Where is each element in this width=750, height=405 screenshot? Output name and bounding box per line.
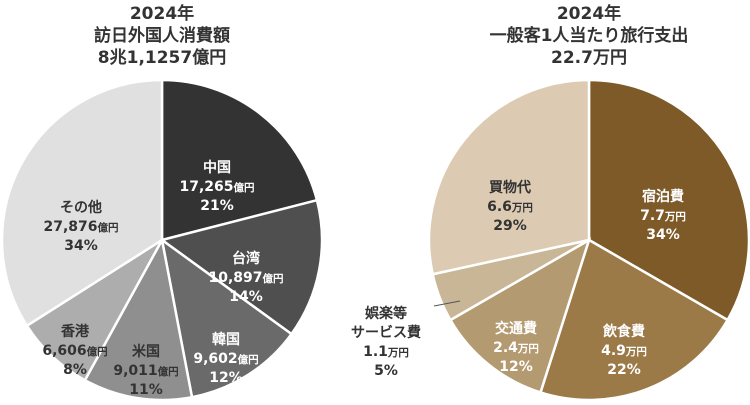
consumption-slice-5-name: その他 — [60, 199, 102, 216]
spending-slice-4-percent: 29% — [493, 218, 527, 234]
consumption-slice-3 — [83, 236, 194, 402]
spending-slice-1-percent: 22% — [607, 362, 641, 378]
consumption-title-line-2: 訪日外国人消費額 — [94, 25, 230, 46]
spending-slices — [427, 78, 750, 402]
consumption-slice-3-name: 米国 — [132, 343, 160, 360]
consumption-slice-5-percent: 34% — [64, 238, 98, 254]
spending-slice-1-amount: 4.9万円 — [601, 343, 647, 359]
consumption-slice-4-percent: 8% — [63, 362, 87, 378]
consumption-slice-5 — [0, 78, 164, 328]
spending-slice-3-name-1: サービス費 — [351, 324, 421, 341]
consumption-slice-1-percent: 14% — [229, 289, 263, 305]
spending-title-line-1: 2024年 — [557, 3, 621, 24]
consumption-labels: 中国 17,265億円 21% 台湾 10,897億円 14% 韓国 9,602億円 12% 米国… — [42, 159, 283, 398]
spending-labels: 宿泊費 7.7万円 34% 飲食費 4.9万円 22% 交通費 2.4万円 12% 娯楽等サービス… — [351, 179, 686, 379]
spending-slice-3-amount: 1.1万円 — [363, 344, 409, 360]
spending-slice-3-leader-line — [433, 300, 461, 307]
consumption-slice-1-amount: 10,897億円 — [208, 270, 283, 286]
consumption-slice-0-percent: 21% — [200, 198, 234, 214]
spending-title-line-2: 一般客1人当たり旅行支出 — [490, 25, 689, 46]
consumption-title-line-1: 2024年 — [130, 3, 194, 24]
consumption-slice-2-percent: 12% — [209, 370, 243, 386]
consumption-slice-1-name: 台湾 — [232, 250, 260, 267]
spending-slice-4-name: 買物代 — [489, 179, 531, 196]
consumption-slice-2 — [160, 237, 294, 399]
consumption-slice-5-amount: 27,876億円 — [43, 219, 118, 235]
consumption-slice-4-amount: 6,606億円 — [42, 343, 107, 359]
spending-slice-4 — [427, 78, 591, 276]
consumption-slice-2-name: 韓国 — [212, 331, 240, 348]
consumption-slices — [0, 78, 324, 402]
spending-slice-3-percent: 5% — [374, 363, 398, 379]
spending-slice-4-amount: 6.6万円 — [487, 199, 533, 215]
spending-title-line-3: 22.7万円 — [551, 48, 627, 68]
consumption-pie-chart: 2024年 訪日外国人消費額 8兆1,1257億円 中国 17,265億円 21% 台… — [0, 3, 324, 402]
spending-slice-0 — [587, 78, 750, 322]
spending-slice-0-name: 宿泊費 — [642, 188, 684, 205]
spending-slice-2-name: 交通費 — [495, 320, 537, 337]
consumption-slice-2-amount: 9,602億円 — [193, 351, 258, 367]
spending-pie-chart: 2024年 一般客1人当たり旅行支出 22.7万円 宿泊費 7.7万円 34% 飲食費… — [351, 3, 750, 402]
spending-slice-0-amount: 7.7万円 — [640, 208, 686, 224]
spending-slice-0-percent: 34% — [646, 227, 680, 243]
spending-slice-1 — [538, 238, 730, 402]
spending-slice-2-percent: 12% — [499, 359, 533, 375]
consumption-slice-0 — [160, 78, 319, 242]
spending-slice-2-amount: 2.4万円 — [493, 340, 539, 356]
consumption-slice-3-amount: 9,011億円 — [113, 363, 178, 379]
spending-slice-1-name: 飲食費 — [602, 323, 645, 340]
consumption-slice-3-percent: 11% — [129, 382, 163, 398]
consumption-title-line-3: 8兆1,1257億円 — [98, 47, 226, 68]
consumption-slice-4-name: 香港 — [60, 323, 90, 340]
consumption-slice-0-amount: 17,265億円 — [179, 179, 254, 195]
spending-slice-3-name-0: 娯楽等 — [365, 305, 407, 322]
spending-slice-2 — [448, 237, 592, 395]
consumption-slice-0-name: 中国 — [203, 159, 231, 176]
consumption-slice-1 — [159, 198, 324, 336]
